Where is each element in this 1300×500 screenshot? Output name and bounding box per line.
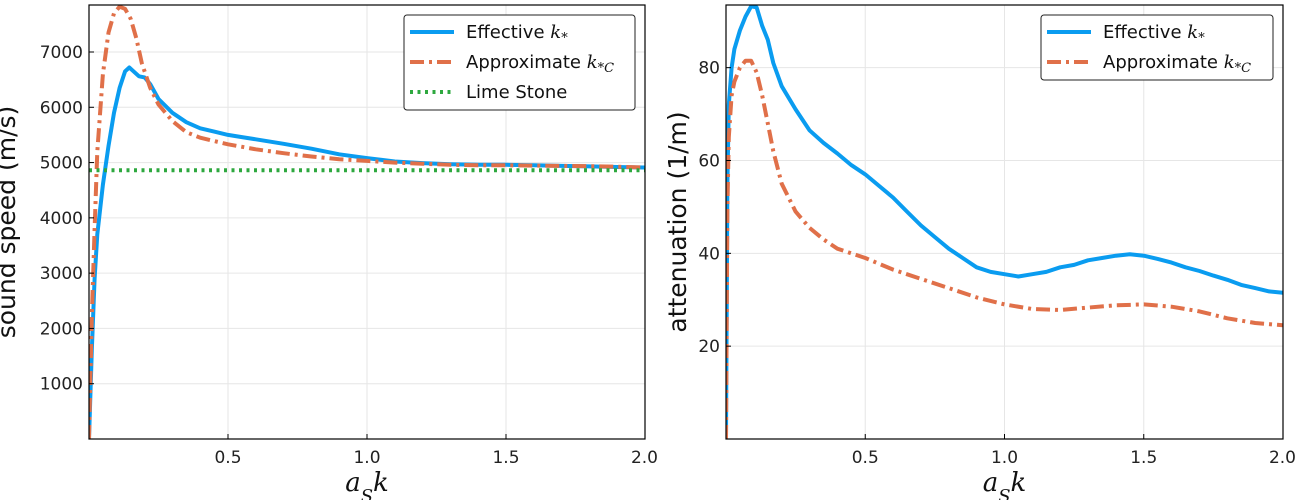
sound-speed-ylabel: sound speed (m/s) [0, 106, 21, 339]
attenuation-ylabel: attenuation (1/m) [663, 111, 692, 332]
attenuation-ticks: 0.5 1.0 1.5 2.0 20 40 60 80 [698, 59, 1296, 468]
legend-box [403, 14, 636, 111]
x-tick-label: 2.0 [1269, 448, 1296, 468]
y-tick-label: 3000 [40, 264, 83, 284]
legend-label-text: Effective [1103, 22, 1187, 43]
xlabel-subscript: S [361, 486, 373, 500]
y-tick-label: 7000 [40, 43, 83, 63]
y-tick-label: 1000 [40, 375, 83, 395]
legend-label-math: k [587, 52, 598, 73]
legend-label-0: Effective k* [1103, 22, 1205, 46]
legend-label-math: k [1224, 52, 1235, 73]
legend-label-subscript: * [561, 31, 568, 46]
attenuation-plot: 0.5 1.0 1.5 2.0 20 40 60 80 attenuation (1/m) a… [663, 4, 1296, 500]
legend-label-1: Approximate k*C [1103, 52, 1251, 76]
y-tick-label: 80 [698, 59, 720, 79]
series-line-0 [726, 5, 1283, 439]
y-tick-label: 2000 [40, 319, 83, 339]
legend-label-math: k [1187, 22, 1198, 43]
attenuation-xlabel: aSk [983, 468, 1027, 500]
series-line-0 [89, 65, 645, 439]
legend-label-subscript: * [1198, 31, 1205, 46]
legend-label-1: Approximate k*C [466, 52, 614, 76]
series-line-1 [726, 58, 1283, 439]
y-tick-label: 4000 [40, 209, 83, 229]
x-tick-label: 0.5 [214, 448, 241, 468]
x-tick-label: 1.5 [1130, 448, 1157, 468]
legend-label-subscript: *C [1235, 61, 1252, 76]
x-tick-label: 1.0 [991, 448, 1018, 468]
legend-label-subscript: *C [598, 61, 615, 76]
legend-label-0: Effective k* [466, 22, 568, 46]
y-tick-label: 20 [698, 337, 720, 357]
legend-label-text: Approximate [466, 52, 587, 73]
sound-speed-xlabel: aSk [345, 468, 389, 500]
sound-speed-lines [89, 5, 645, 439]
y-tick-label: 6000 [40, 98, 83, 118]
attenuation-legend: Effective k*Approximate k*C [1040, 14, 1274, 81]
xlabel-subscript: S [998, 486, 1010, 500]
attenuation-grid [726, 5, 1284, 439]
x-tick-label: 2.0 [631, 448, 658, 468]
x-tick-label: 0.5 [852, 448, 879, 468]
legend-label-text: Lime Stone [466, 82, 567, 103]
y-tick-label: 60 [698, 151, 720, 171]
sound-speed-plot: 0.5 1.0 1.5 2.0 1000 2000 3000 4000 5000 6000 7000… [0, 4, 658, 500]
sound-speed-ticks: 0.5 1.0 1.5 2.0 1000 2000 3000 4000 5000 6000 7000 [40, 43, 658, 468]
x-tick-label: 1.0 [353, 448, 380, 468]
y-tick-label: 5000 [40, 154, 83, 174]
attenuation-lines [726, 5, 1283, 439]
legend-label-2: Lime Stone [466, 82, 567, 103]
legend-label-text: Effective [466, 22, 550, 43]
legend-label-text: Approximate [1103, 52, 1224, 73]
series-line-1 [89, 5, 645, 439]
legend-box [1040, 14, 1274, 81]
x-tick-label: 1.5 [492, 448, 519, 468]
legend-label-math: k [550, 22, 561, 43]
y-tick-label: 40 [698, 244, 720, 264]
